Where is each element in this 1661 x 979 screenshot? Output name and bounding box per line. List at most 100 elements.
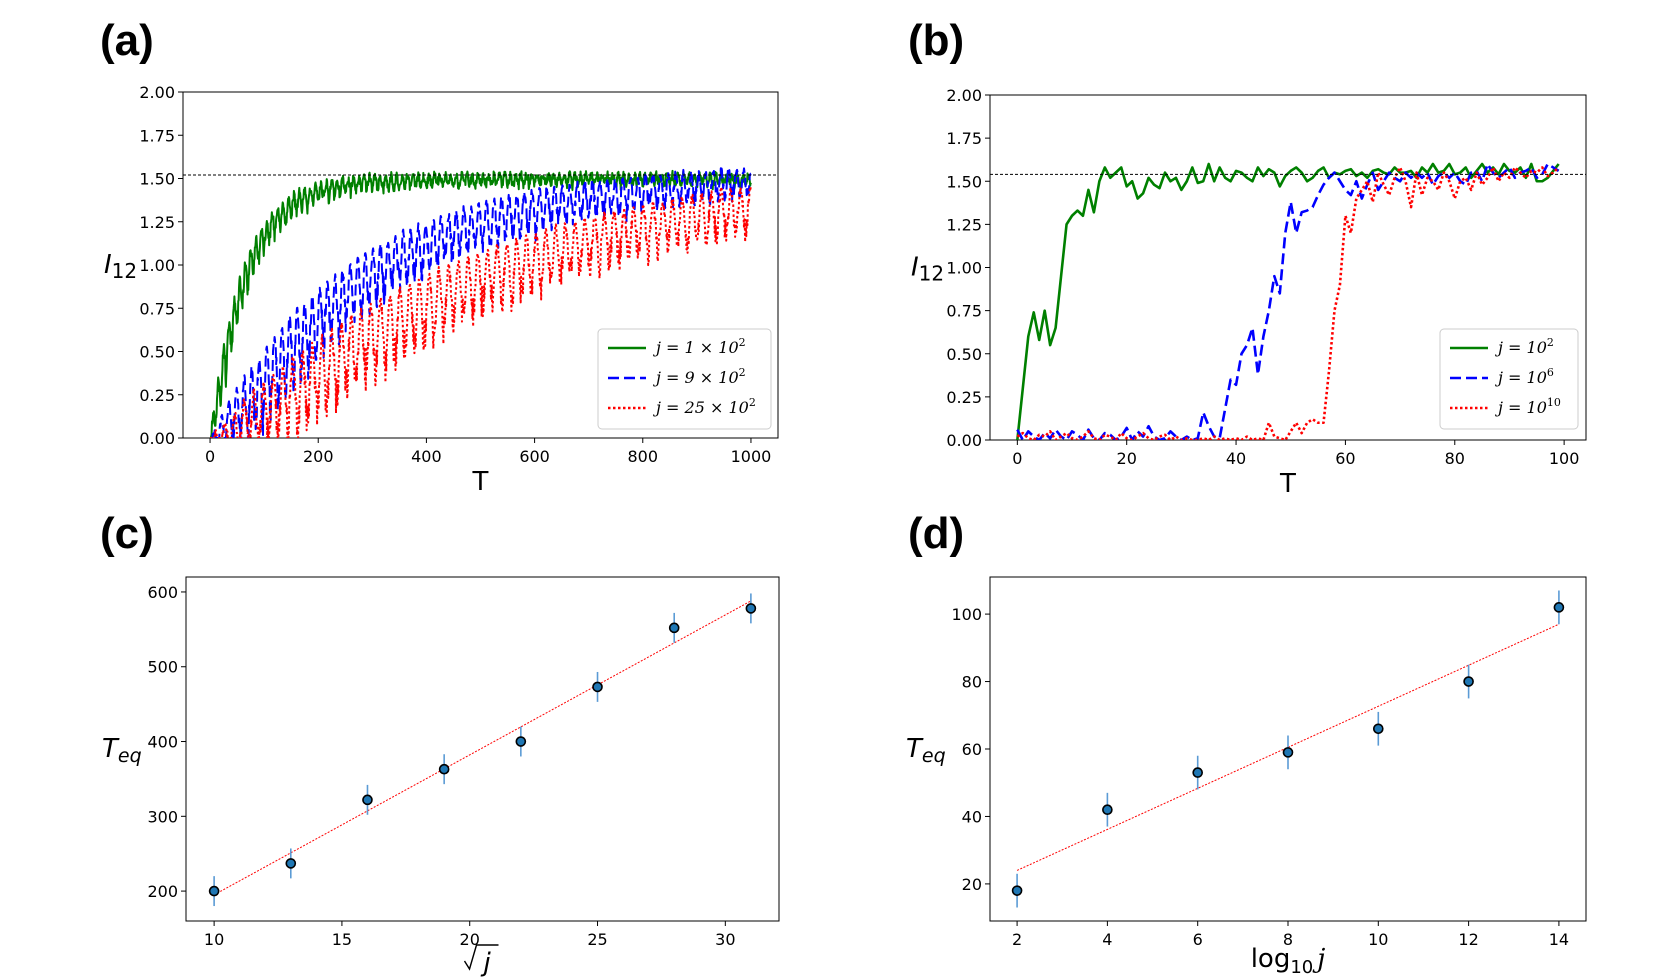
fit-line xyxy=(213,600,752,896)
x-axis-label: T xyxy=(1279,469,1296,499)
chart-a: 0 200 400 600 800 1000 0.00 0.25 0.50 0.75 1.00 1.2… xyxy=(104,83,779,497)
x-tick-label: 80 xyxy=(1445,449,1465,468)
x-tick-label: 6 xyxy=(1193,930,1203,949)
y-tick-label: 0.75 xyxy=(946,302,982,321)
x-tick-label: 60 xyxy=(1335,449,1355,468)
y-tick-label: 0.25 xyxy=(946,388,982,407)
series-line-a-1 xyxy=(209,167,752,438)
x-tick-label: 10 xyxy=(1368,930,1388,949)
data-point xyxy=(285,858,297,869)
y-axis-label: Teq xyxy=(906,734,946,767)
y-tick-label: 0.00 xyxy=(946,431,982,450)
y-tick-label: 300 xyxy=(147,807,178,826)
y-tick-label: 0.50 xyxy=(139,343,175,362)
x-tick-label: 20 xyxy=(460,930,480,949)
y-tick-label: 1.25 xyxy=(946,215,982,234)
data-point xyxy=(1282,747,1294,758)
x-tick-label: 20 xyxy=(1117,449,1137,468)
legend-entry: j = 106 xyxy=(1495,366,1554,387)
x-tick-label: 0 xyxy=(1012,449,1022,468)
y-tick-label: 20 xyxy=(962,875,982,894)
legend-box xyxy=(597,328,772,430)
legend-entry: j = 9 × 102 xyxy=(653,366,746,387)
legend-entry: j = 1010 xyxy=(1495,396,1561,417)
y-tick-label: 1.50 xyxy=(946,172,982,191)
x-tick-label: 0 xyxy=(205,447,215,466)
x-tick-label: 8 xyxy=(1283,930,1293,949)
sqrt-symbol xyxy=(463,944,499,971)
chart-d: 2 4 6 8 10 12 14 20 40 60 80 100 log10 j Teq xyxy=(906,576,1587,978)
y-tick-label: 0.00 xyxy=(139,429,175,448)
legend-entry: j = 1 × 102 xyxy=(653,336,746,357)
legend-box xyxy=(1439,328,1579,430)
y-tick-label: 80 xyxy=(962,673,982,692)
data-point xyxy=(438,763,450,775)
legend-entry: j = 102 xyxy=(1495,336,1554,357)
chart-b: 0 20 40 60 80 100 0.00 0.25 0.50 0.75 1.00 1.25 1.50… xyxy=(911,86,1587,499)
y-axis-label: Teq xyxy=(102,734,142,767)
series-line-b-1 xyxy=(1016,162,1560,440)
y-tick-label: 0.75 xyxy=(139,299,175,318)
legend-entry: j = 25 × 102 xyxy=(653,396,756,417)
series-line-a-2 xyxy=(209,186,752,438)
series-line-b-0 xyxy=(1016,162,1560,440)
y-tick-label: 1.50 xyxy=(139,170,175,189)
legend-entry-sup: 10 xyxy=(1547,396,1561,409)
x-tick-label: 100 xyxy=(1549,449,1580,468)
x-axis-label-var: j xyxy=(1312,944,1325,974)
panel-label-b: (b) xyxy=(908,16,964,65)
y-tick-label: 1.00 xyxy=(946,259,982,278)
y-tick-label: 0.50 xyxy=(946,345,982,364)
x-tick-label: 25 xyxy=(587,930,607,949)
legend-entry-sup: 6 xyxy=(1547,366,1554,379)
x-tick-label: 4 xyxy=(1102,930,1112,949)
data-point xyxy=(1011,885,1023,896)
data-point xyxy=(1553,602,1565,613)
x-tick-label: 800 xyxy=(627,447,658,466)
y-tick-label: 60 xyxy=(962,740,982,759)
x-axis-label-sub: 10 xyxy=(1290,957,1313,978)
panel-label-d: (d) xyxy=(908,509,964,558)
x-tick-label: 15 xyxy=(332,930,352,949)
y-tick-label: 2.00 xyxy=(946,86,982,105)
x-tick-label: 12 xyxy=(1458,930,1478,949)
y-tick-label: 100 xyxy=(951,605,982,624)
legend-entry-sup: 2 xyxy=(739,336,746,349)
plot-frame-c xyxy=(185,576,780,922)
y-tick-label: 1.75 xyxy=(946,129,982,148)
panel-label-c: (c) xyxy=(100,509,154,558)
data-point xyxy=(208,885,220,897)
legend-entry-sup: 2 xyxy=(1547,336,1554,349)
data-point xyxy=(745,603,757,614)
y-tick-label: 600 xyxy=(147,583,178,602)
y-tick-label: 500 xyxy=(147,658,178,677)
y-axis-label: I12 xyxy=(911,253,944,286)
y-axis-label-sub: eq xyxy=(118,745,142,767)
x-tick-label: 2 xyxy=(1012,930,1022,949)
x-tick-label: 200 xyxy=(303,447,334,466)
data-point xyxy=(668,622,680,634)
legend-entry-sup: 2 xyxy=(749,396,756,409)
y-tick-label: 200 xyxy=(147,882,178,901)
y-tick-label: 1.75 xyxy=(139,126,175,145)
series-line-b-2 xyxy=(1016,166,1560,440)
x-axis-label: log10 j xyxy=(1251,944,1326,978)
x-tick-label: 400 xyxy=(411,447,442,466)
x-tick-label: 1000 xyxy=(731,447,772,466)
chart-c: 10 15 20 25 30 200 300 400 500 600 j Teq xyxy=(102,576,780,978)
plot-area-a xyxy=(209,167,752,438)
data-point xyxy=(592,681,603,693)
x-axis-label: T xyxy=(472,467,489,497)
data-point xyxy=(515,736,527,747)
data-point xyxy=(362,794,373,806)
y-tick-label: 1.00 xyxy=(139,256,175,275)
y-axis-label-sub: 12 xyxy=(919,262,944,286)
y-tick-label: 0.25 xyxy=(139,386,175,405)
x-tick-label: 10 xyxy=(204,930,224,949)
x-tick-label: 40 xyxy=(1226,449,1246,468)
x-tick-label: 14 xyxy=(1549,930,1569,949)
y-axis-label-sub: eq xyxy=(922,745,946,767)
y-tick-label: 400 xyxy=(147,733,178,752)
panel-label-a: (a) xyxy=(100,16,154,65)
